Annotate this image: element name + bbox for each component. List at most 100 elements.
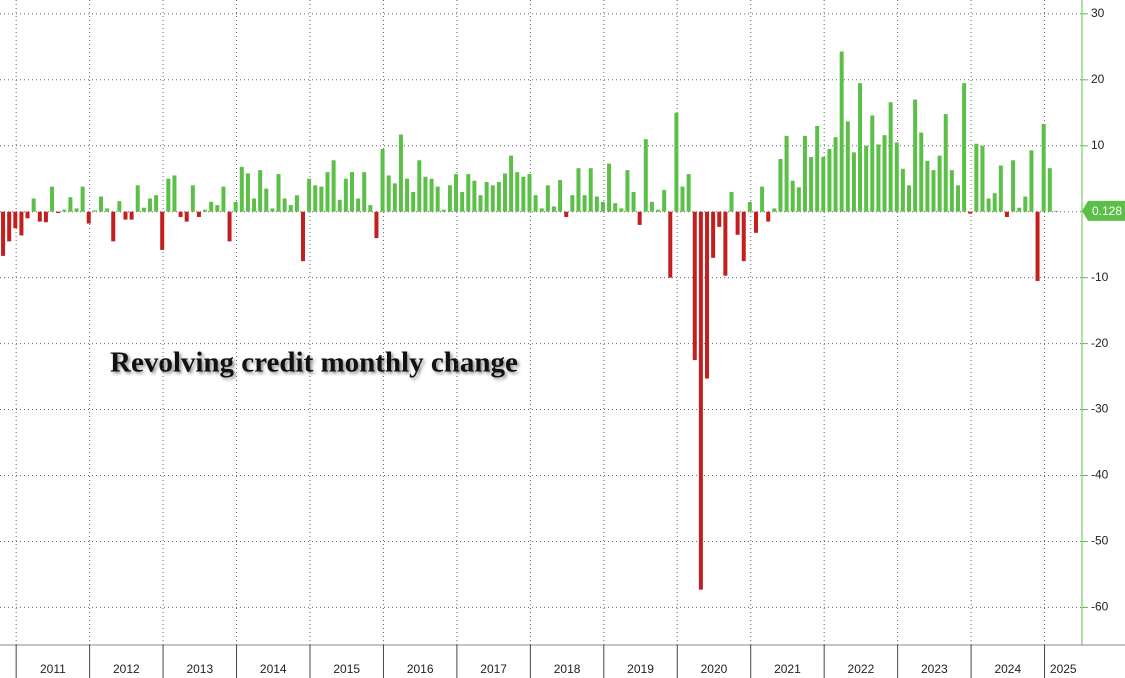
bar: [558, 180, 563, 212]
bar: [564, 211, 569, 217]
bar: [907, 185, 912, 212]
bar: [992, 193, 997, 212]
bar: [753, 211, 758, 233]
x-tick-label: 2023: [921, 662, 948, 676]
bar: [729, 191, 734, 212]
bar: [998, 165, 1003, 212]
y-tick-label: -30: [1091, 402, 1109, 416]
x-tick-label: 2022: [848, 662, 875, 676]
bar: [282, 198, 287, 212]
x-tick-label: 2013: [186, 662, 213, 676]
bar: [190, 185, 195, 212]
bar: [1029, 150, 1034, 212]
bar: [925, 160, 930, 212]
bar: [962, 83, 967, 212]
y-tick-label: -60: [1091, 600, 1109, 614]
bar: [411, 191, 416, 212]
bar: [784, 135, 789, 212]
bar: [766, 211, 771, 222]
bar: [888, 102, 893, 212]
bar: [900, 168, 905, 212]
x-tick-label: 2020: [701, 662, 728, 676]
bar: [760, 186, 765, 212]
bar: [833, 137, 838, 212]
bar: [717, 211, 722, 227]
bar: [674, 112, 679, 212]
bar: [955, 185, 960, 212]
bar: [582, 195, 587, 212]
bar: [129, 211, 134, 220]
bar: [643, 139, 648, 212]
bar: [613, 203, 618, 212]
bar: [105, 208, 110, 212]
bar: [619, 208, 624, 212]
bar: [802, 135, 807, 212]
bar: [435, 186, 440, 212]
bar: [184, 211, 189, 222]
bar: [398, 134, 403, 212]
bar: [949, 170, 954, 212]
bar: [37, 211, 42, 222]
x-tick-label: 2014: [260, 662, 287, 676]
bar: [380, 149, 385, 212]
bar: [454, 174, 459, 212]
bar: [637, 211, 642, 225]
bar: [331, 160, 336, 212]
bar: [356, 198, 361, 212]
bar: [221, 186, 226, 212]
bar: [92, 210, 97, 212]
bar: [141, 207, 146, 212]
bar: [276, 174, 281, 212]
bar: [521, 176, 526, 212]
bar: [264, 188, 269, 212]
bar: [325, 172, 330, 212]
bar: [19, 211, 24, 236]
bar: [1004, 211, 1009, 217]
bar: [980, 145, 985, 212]
bar: [86, 211, 91, 224]
bar: [680, 186, 685, 212]
bar: [845, 121, 850, 212]
bar: [258, 170, 263, 212]
bar: [588, 168, 593, 212]
bar: [686, 174, 691, 212]
bar: [466, 174, 471, 212]
bar: [233, 201, 238, 212]
bar: [705, 211, 710, 379]
bar: [227, 211, 232, 242]
bar: [362, 172, 367, 212]
x-tick-label: 2012: [113, 662, 140, 676]
bar: [919, 132, 924, 212]
y-tick-label: -40: [1091, 468, 1109, 482]
bar: [135, 185, 140, 212]
bar: [698, 211, 703, 590]
bar: [692, 211, 697, 361]
bar: [270, 208, 275, 212]
bar: [294, 195, 299, 212]
bar: [539, 208, 544, 212]
bar: [662, 189, 667, 212]
bar: [858, 83, 863, 212]
bar: [496, 182, 501, 212]
bar: [1035, 211, 1040, 281]
x-tick-label: 2025: [1050, 662, 1077, 676]
bar: [405, 178, 410, 212]
bar: [239, 166, 244, 212]
bar: [484, 182, 489, 212]
bar: [478, 195, 483, 212]
bar: [594, 196, 599, 212]
bar: [876, 144, 881, 212]
bar: [870, 115, 875, 212]
bar: [503, 173, 508, 212]
x-tick-label: 2015: [333, 662, 360, 676]
bar: [576, 168, 581, 212]
bar: [827, 149, 832, 212]
bar: [386, 175, 391, 212]
bar: [215, 205, 220, 212]
bar: [570, 195, 575, 212]
bar: [172, 175, 177, 212]
bar: [931, 170, 936, 212]
bar: [809, 156, 814, 212]
bar: [1011, 160, 1016, 212]
bar: [1023, 196, 1028, 212]
